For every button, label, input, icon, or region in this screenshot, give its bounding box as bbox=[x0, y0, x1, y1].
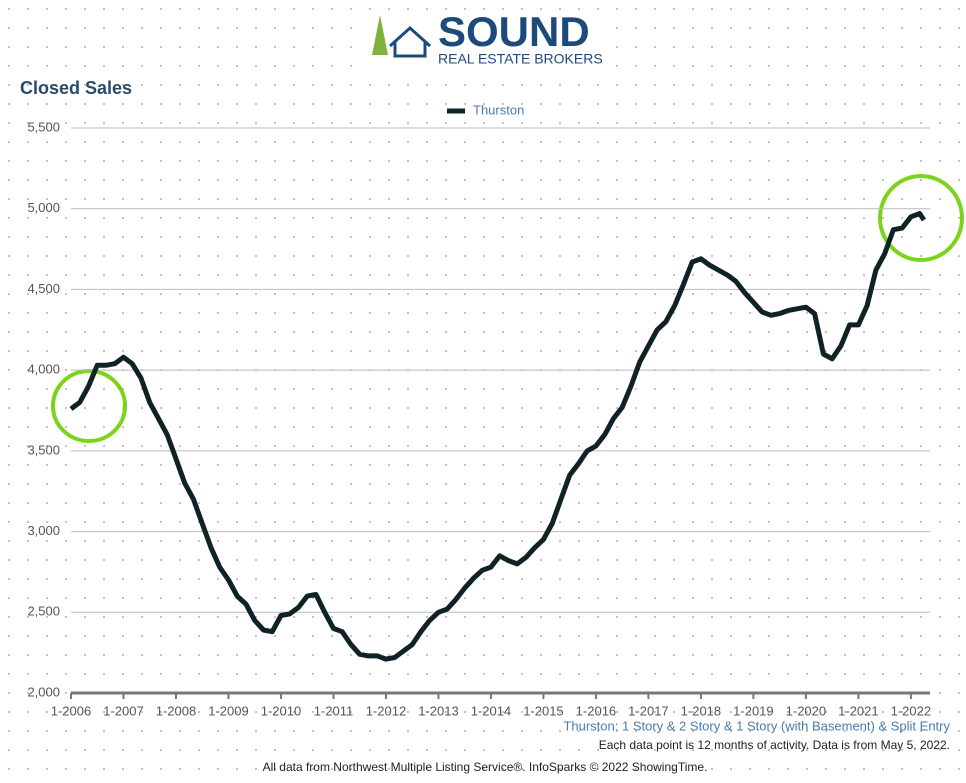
y-tick-label: 5,000 bbox=[27, 200, 60, 215]
highlight-circle bbox=[878, 174, 964, 262]
x-tick-label: 1-2014 bbox=[471, 703, 511, 718]
x-tick-label: 1-2021 bbox=[838, 703, 878, 718]
x-tick-label: 1-2010 bbox=[261, 703, 301, 718]
x-tick-label: 1-2013 bbox=[418, 703, 458, 718]
x-tick-label: 1-2011 bbox=[314, 703, 354, 718]
y-tick-label: 2,500 bbox=[27, 604, 60, 619]
x-tick-label: 1-2016 bbox=[576, 703, 616, 718]
y-tick-label: 2,000 bbox=[27, 684, 60, 699]
x-tick-label: 1-2012 bbox=[366, 703, 406, 718]
logo-subtext: REAL ESTATE BROKERS bbox=[438, 51, 603, 67]
chart-source: All data from Northwest Multiple Listing… bbox=[263, 760, 708, 774]
legend-label: Thurston bbox=[473, 102, 524, 117]
x-tick-label: 1-2020 bbox=[786, 703, 826, 718]
x-tick-label: 1-2009 bbox=[208, 703, 248, 718]
x-tick-label: 1-2019 bbox=[733, 703, 773, 718]
x-tick-label: 1-2022 bbox=[891, 703, 931, 718]
highlight-circle bbox=[51, 369, 127, 443]
chart-note: Each data point is 12 months of activity… bbox=[599, 738, 950, 752]
logo: SOUND REAL ESTATE BROKERS bbox=[360, 8, 610, 68]
data-line bbox=[69, 211, 927, 662]
x-tick-label: 1-2017 bbox=[628, 703, 668, 718]
chart-subtitle: Thurston: 1 Story & 2 Story & 1 Story (w… bbox=[563, 718, 950, 733]
x-tick-label: 1-2018 bbox=[681, 703, 721, 718]
y-tick-label: 5,500 bbox=[27, 119, 60, 134]
x-tick-label: 1-2008 bbox=[156, 703, 196, 718]
y-tick-label: 4,000 bbox=[27, 362, 60, 377]
logo-text: SOUND bbox=[438, 8, 590, 55]
x-tick-label: 1-2015 bbox=[523, 703, 563, 718]
x-tick-label: 1-2006 bbox=[51, 703, 91, 718]
y-tick-label: 3,500 bbox=[27, 442, 60, 457]
chart-title: Closed Sales bbox=[20, 78, 132, 98]
y-tick-label: 3,000 bbox=[27, 523, 60, 538]
x-tick-label: 1-2007 bbox=[103, 703, 143, 718]
y-tick-label: 4,500 bbox=[27, 281, 60, 296]
